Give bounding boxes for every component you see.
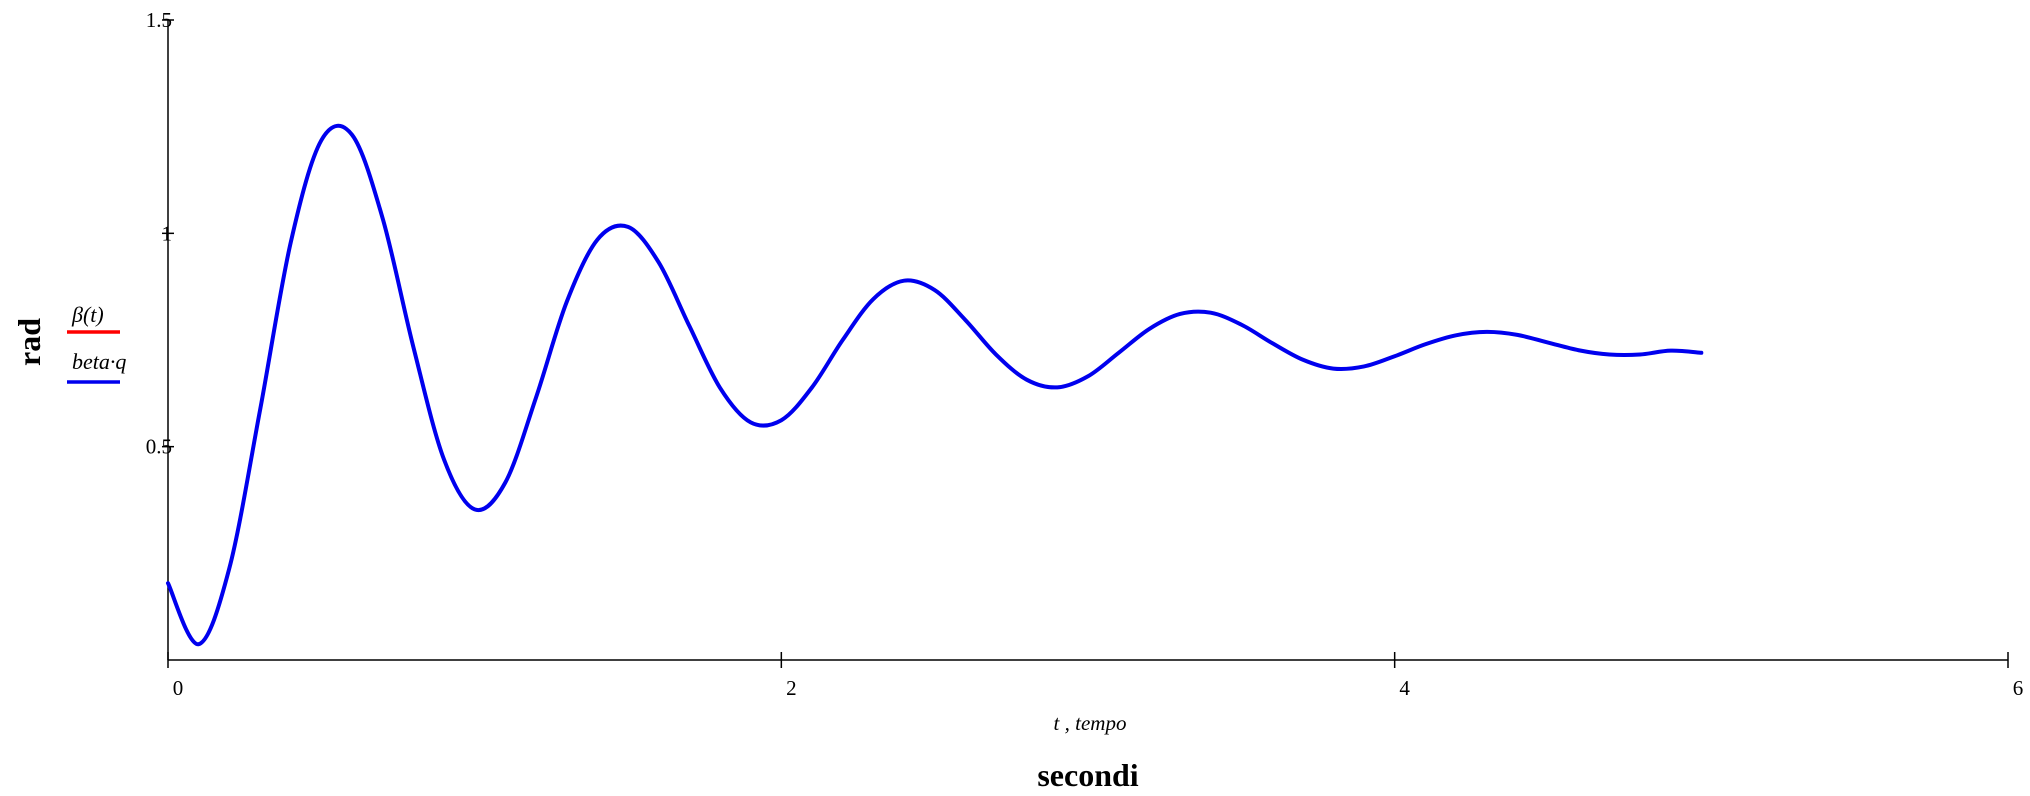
y-ticks: 0.5 1 1.5 [146,8,174,459]
x-axis-variable-label: t , tempo [1054,711,1127,735]
legend-label-beta-q: beta·q [72,349,126,374]
axes: 0 2 4 6 0.5 1 1.5 [146,8,2024,700]
x-tick-label-2: 4 [1399,676,1410,700]
y-axis-unit-label: rad [11,318,47,366]
y-tick-label-0: 0.5 [146,435,172,459]
series-line-1 [166,123,1704,647]
y-tick-label-1: 1 [162,221,173,245]
x-tick-label-1: 2 [786,676,797,700]
legend-label-beta-t: β(t) [71,302,104,327]
y-tick-label-2: 1.5 [146,8,172,32]
x-axis-unit-label: secondi [1037,757,1138,793]
x-tick-label-0: 0 [173,676,184,700]
series-layer [166,123,1704,647]
x-tick-label-3: 6 [2013,676,2024,700]
x-ticks: 0 2 4 6 [167,652,2024,700]
legend: β(t) beta·q [67,302,126,384]
